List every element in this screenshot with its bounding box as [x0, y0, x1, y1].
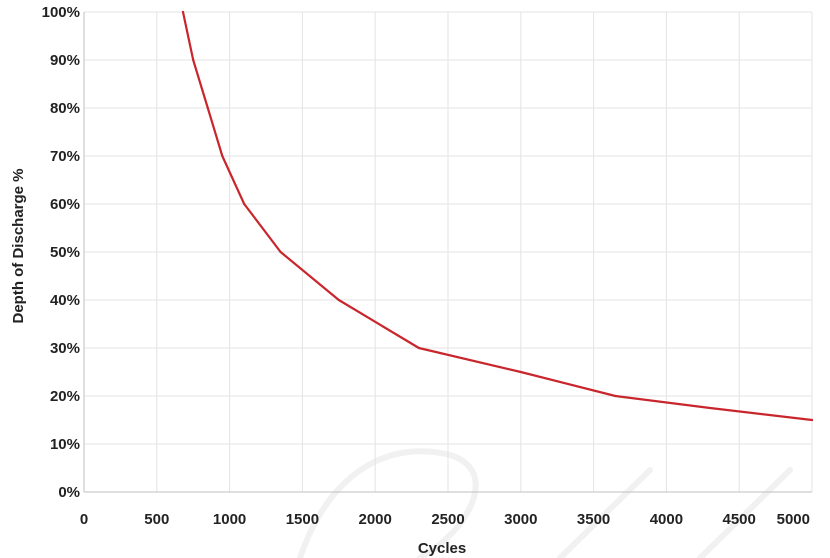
- x-tick-label: 1000: [213, 511, 246, 528]
- y-tick-label: 40%: [50, 292, 80, 309]
- background-watermark: [297, 448, 793, 558]
- y-tick-label: 70%: [50, 148, 80, 165]
- y-tick-label: 60%: [50, 196, 80, 213]
- data-point: [206, 106, 209, 110]
- y-tick-label: 30%: [50, 340, 80, 357]
- data-point: [243, 202, 246, 206]
- x-tick-label: 4000: [650, 511, 683, 528]
- x-tick-label: 1500: [286, 511, 319, 528]
- data-point: [337, 298, 340, 302]
- y-tick-label: 0%: [58, 484, 80, 501]
- series-line-0: [181, 10, 814, 422]
- x-tick-labels: 0 500 1000 1500 2000 2500 3000 3500 4000 4500 5000: [80, 511, 810, 528]
- data-point: [279, 250, 282, 254]
- data-series: [181, 10, 814, 422]
- x-tick-label: 2500: [431, 511, 464, 528]
- data-point: [519, 370, 522, 374]
- data-point: [417, 346, 420, 350]
- y-tick-label: 90%: [50, 52, 80, 69]
- y-tick-label: 80%: [50, 100, 80, 117]
- y-tick-label: 100%: [42, 4, 80, 21]
- data-point: [221, 154, 224, 158]
- x-tick-label: 4500: [723, 511, 756, 528]
- data-point: [181, 10, 185, 14]
- data-point: [614, 394, 617, 398]
- data-point: [192, 58, 195, 62]
- y-tick-label: 50%: [50, 244, 80, 261]
- grid-lines: [83, 11, 813, 493]
- x-tick-label: 0: [80, 511, 88, 528]
- x-tick-label: 5000: [777, 511, 810, 528]
- x-tick-label: 3000: [504, 511, 537, 528]
- x-axis-label: Cycles: [418, 540, 466, 557]
- y-tick-label: 10%: [50, 436, 80, 453]
- axes: [83, 12, 812, 493]
- x-tick-label: 3500: [577, 511, 610, 528]
- x-tick-label: 2000: [359, 511, 392, 528]
- y-tick-labels: 0% 10% 20% 30% 40% 50% 60% 70% 80% 90% 100%: [42, 4, 80, 501]
- y-tick-label: 20%: [50, 388, 80, 405]
- x-tick-label: 500: [144, 511, 169, 528]
- data-point: [708, 406, 712, 410]
- y-axis-label: Depth of Discharge %: [10, 168, 27, 323]
- data-point: [810, 418, 814, 422]
